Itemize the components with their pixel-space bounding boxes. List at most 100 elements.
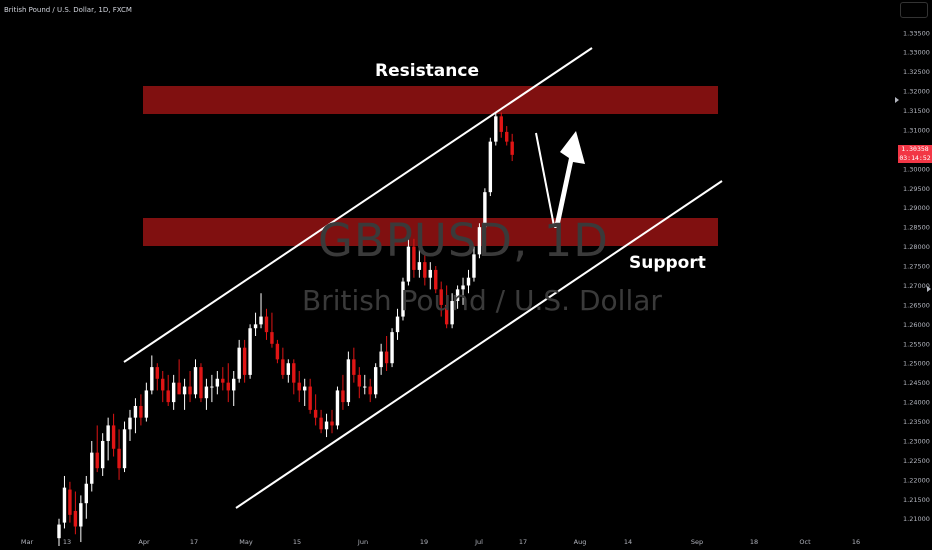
symbol-label[interactable]: British Pound / U.S. Dollar, 1D, FXCM bbox=[4, 6, 132, 14]
candle-body bbox=[303, 386, 307, 391]
candle-body bbox=[111, 425, 116, 449]
x-tick-label: Oct bbox=[799, 538, 811, 546]
candle-body bbox=[412, 246, 416, 270]
candle-body bbox=[215, 378, 220, 387]
candle-body bbox=[182, 386, 187, 395]
candle-body bbox=[248, 328, 252, 375]
y-tick-label: 1.32500 bbox=[903, 68, 930, 76]
candle-body bbox=[373, 367, 378, 395]
candle-body bbox=[341, 390, 345, 403]
candle-body bbox=[308, 386, 312, 410]
x-tick-label: Jul bbox=[474, 538, 483, 546]
candle-body bbox=[100, 440, 105, 469]
x-tick-label: 14 bbox=[624, 538, 632, 546]
candle-body bbox=[166, 390, 170, 403]
y-tick-label: 1.24000 bbox=[903, 399, 930, 407]
candle-body bbox=[390, 332, 394, 364]
candle-body bbox=[401, 281, 405, 317]
candle-body bbox=[483, 192, 487, 228]
y-tick-label: 1.21500 bbox=[903, 496, 930, 504]
candle-body bbox=[313, 409, 318, 418]
candle-body bbox=[68, 489, 72, 515]
y-tick-label: 1.29000 bbox=[903, 204, 930, 212]
candle-body bbox=[270, 332, 274, 344]
candle-body bbox=[363, 386, 367, 388]
x-tick-label: Aug bbox=[574, 538, 587, 546]
y-tick-label: 1.31000 bbox=[903, 126, 930, 134]
candle-series bbox=[57, 112, 514, 546]
candle-body bbox=[57, 524, 61, 539]
x-tick-label: Sep bbox=[691, 538, 703, 546]
x-tick-label: 19 bbox=[420, 538, 428, 546]
candle-body bbox=[155, 367, 159, 379]
y-tick-label: 1.26000 bbox=[903, 321, 930, 329]
candle-body bbox=[357, 374, 361, 387]
candle-body bbox=[281, 359, 285, 375]
candle-body bbox=[139, 405, 143, 418]
candle-body bbox=[171, 382, 176, 403]
candle-body bbox=[423, 262, 427, 278]
y-tick-label: 1.25000 bbox=[903, 360, 930, 368]
axis-settings-button[interactable] bbox=[900, 2, 928, 18]
candle-body bbox=[122, 429, 127, 469]
candle-body bbox=[297, 382, 301, 391]
candle-body bbox=[335, 390, 340, 426]
y-tick-label: 1.22500 bbox=[903, 457, 930, 465]
candle-body bbox=[466, 277, 471, 286]
candle-body bbox=[264, 316, 269, 333]
channel-lower-line bbox=[235, 180, 723, 509]
resistance-label: Resistance bbox=[375, 61, 479, 81]
y-tick-label: 1.33000 bbox=[903, 49, 930, 57]
candle-body bbox=[199, 367, 203, 399]
candle-body bbox=[352, 359, 356, 375]
candle-body bbox=[62, 487, 67, 523]
support-label: Support bbox=[629, 253, 706, 273]
candle-body bbox=[292, 363, 296, 383]
x-tick-label: May bbox=[239, 538, 253, 546]
candle-body bbox=[434, 269, 438, 290]
candle-body bbox=[477, 227, 482, 255]
candle-body bbox=[286, 363, 291, 375]
y-tick-label: 1.27500 bbox=[903, 263, 930, 271]
x-tick-label: 17 bbox=[190, 538, 198, 546]
resistance-zone bbox=[143, 86, 718, 114]
candle-body bbox=[79, 503, 83, 527]
x-tick-label: 18 bbox=[750, 538, 758, 546]
price-axis[interactable] bbox=[897, 0, 932, 550]
candle-body bbox=[319, 417, 323, 430]
candle-body bbox=[472, 254, 476, 278]
y-tick-label: 1.22000 bbox=[903, 476, 930, 484]
candle-body bbox=[161, 378, 165, 391]
candle-body bbox=[237, 347, 241, 379]
candle-body bbox=[150, 367, 154, 391]
candle-body bbox=[368, 386, 372, 395]
candle-body bbox=[461, 285, 465, 290]
candle-body bbox=[253, 324, 258, 329]
candle-body bbox=[428, 269, 432, 278]
channel-upper-line bbox=[123, 47, 593, 363]
y-tick-label: 1.33500 bbox=[903, 29, 930, 37]
candle-body bbox=[232, 378, 236, 391]
y-tick-label: 1.32000 bbox=[903, 88, 930, 96]
y-tick-label: 1.27000 bbox=[903, 282, 930, 290]
candle-body bbox=[417, 262, 422, 270]
candle-body bbox=[324, 421, 329, 430]
candle-body bbox=[346, 359, 351, 403]
candle-body bbox=[510, 141, 514, 155]
candle-body bbox=[193, 367, 198, 395]
candle-body bbox=[444, 304, 449, 325]
countdown-timer: 03:14:52 bbox=[899, 153, 931, 162]
x-tick-label: 15 bbox=[293, 538, 301, 546]
candle-body bbox=[188, 386, 192, 395]
y-tick-label: 1.28000 bbox=[903, 243, 930, 251]
axis-marker-icon bbox=[895, 97, 899, 103]
candle-body bbox=[226, 382, 230, 391]
candle-body bbox=[450, 301, 454, 325]
candle-body bbox=[210, 386, 214, 388]
candle-body bbox=[90, 452, 94, 484]
candle-body bbox=[204, 386, 209, 399]
candle-body bbox=[117, 448, 121, 469]
candle-body bbox=[395, 316, 400, 333]
